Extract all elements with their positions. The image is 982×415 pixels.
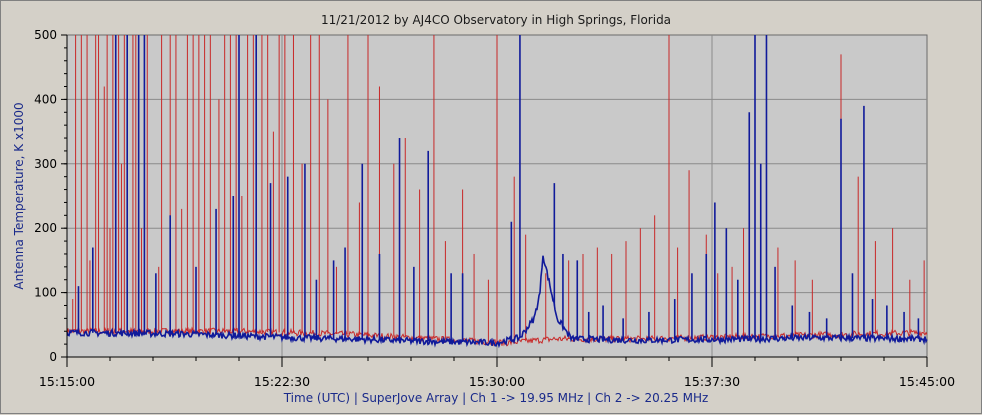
x-axis-label: Time (UTC) | SuperJove Array | Ch 1 -> 1… — [283, 391, 709, 405]
y-axis: 0 100 200 300 400 500 — [34, 28, 68, 364]
series-2 — [66, 35, 928, 349]
x-tick-label: 15:15:00 — [39, 374, 95, 389]
y-tick-label: 100 — [34, 286, 57, 300]
x-axis: 15:15:00 15:22:30 15:30:00 15:37:30 15:45:00 — [39, 356, 955, 389]
y-tick-label: 0 — [49, 350, 57, 364]
x-tick-label: 15:22:30 — [254, 374, 310, 389]
y-tick-label: 500 — [34, 28, 57, 42]
x-tick-label: 15:30:00 — [469, 374, 525, 389]
series-2-trace — [66, 255, 928, 349]
chart-title: 11/21/2012 by AJ4CO Observatory in High … — [321, 13, 671, 27]
y-tick-label: 300 — [34, 157, 57, 171]
x-tick-label: 15:37:30 — [684, 374, 740, 389]
x-tick-label: 15:45:00 — [899, 374, 955, 389]
traces — [66, 35, 928, 349]
y-axis-label: Antenna Temperature, K x1000 — [12, 102, 26, 289]
series-1 — [66, 35, 928, 347]
y-tick-label: 200 — [34, 221, 57, 235]
y-tick-label: 400 — [34, 92, 57, 106]
